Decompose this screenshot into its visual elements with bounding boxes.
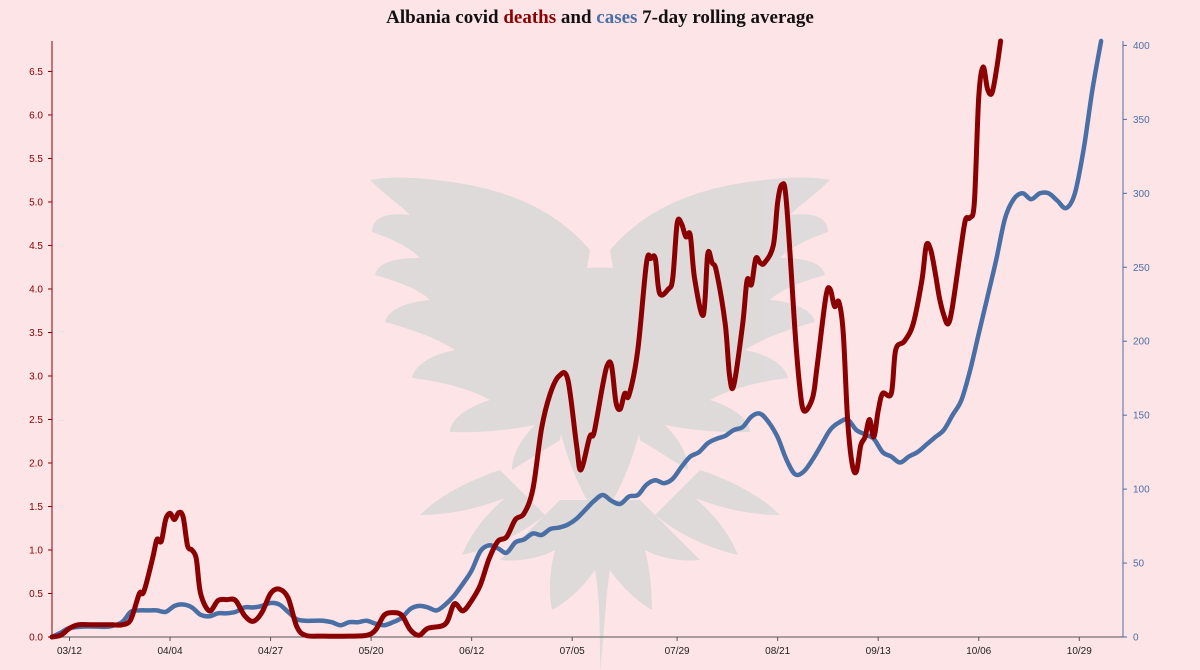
y-right-tick-label: 150 — [1133, 411, 1150, 422]
y-right-tick-label: 0 — [1133, 633, 1139, 644]
y-left-tick-label: 4.0 — [29, 284, 43, 295]
y-left-tick-label: 5.0 — [29, 197, 43, 208]
y-left-tick-label: 6.0 — [29, 110, 43, 121]
y-left-tick-label: 4.5 — [29, 241, 43, 252]
x-tick-label: 05/20 — [359, 646, 384, 657]
title-cases-word: cases — [596, 7, 638, 28]
y-right-tick-label: 100 — [1133, 485, 1150, 496]
y-left-tick-label: 2.5 — [29, 415, 43, 426]
series-layer — [49, 38, 1104, 640]
x-tick-label: 08/21 — [765, 646, 790, 657]
y-left-tick-label: 1.0 — [29, 545, 43, 556]
x-tick-label: 03/12 — [57, 646, 82, 657]
eagle-watermark-icon — [370, 177, 830, 670]
chart-title: Albania covid deaths and cases 7-day rol… — [0, 7, 1200, 29]
x-tick-label: 07/29 — [665, 646, 690, 657]
y-right-tick-label: 400 — [1133, 41, 1150, 52]
title-prefix: Albania covid — [386, 7, 504, 28]
title-middle: and — [556, 7, 597, 28]
deaths-series-line — [49, 38, 1004, 640]
y-left-tick-label: 0.5 — [29, 589, 43, 600]
y-right-tick-label: 200 — [1133, 337, 1150, 348]
x-tick-label: 10/06 — [966, 646, 991, 657]
y-right-tick-label: 250 — [1133, 263, 1150, 274]
y-left-tick-label: 0.0 — [29, 633, 43, 644]
x-tick-label: 09/13 — [866, 646, 891, 657]
y-right-tick-label: 300 — [1133, 189, 1150, 200]
y-left-tick-label: 3.5 — [29, 328, 43, 339]
y-left-tick-label: 2.0 — [29, 458, 43, 469]
title-deaths-word: deaths — [503, 7, 557, 28]
x-tick-label: 04/04 — [158, 646, 183, 657]
title-suffix: 7-day rolling average — [637, 7, 814, 28]
x-tick-label: 06/12 — [459, 646, 484, 657]
x-tick-label: 04/27 — [258, 646, 283, 657]
x-tick-label: 07/05 — [560, 646, 585, 657]
y-right-tick-label: 50 — [1133, 559, 1145, 570]
y-left-tick-label: 3.0 — [29, 371, 43, 382]
y-left-tick-label: 6.5 — [29, 67, 43, 78]
x-tick-label: 10/29 — [1067, 646, 1092, 657]
y-left-tick-label: 1.5 — [29, 502, 43, 513]
y-left-tick-label: 5.5 — [29, 154, 43, 165]
y-right-tick-label: 350 — [1133, 115, 1150, 126]
axes: 0.0 0.5 1.0 1.5 2.0 2.5 3.0 3.5 4.0 4.5 5.0 5.5 6.0 6… — [29, 41, 1150, 657]
